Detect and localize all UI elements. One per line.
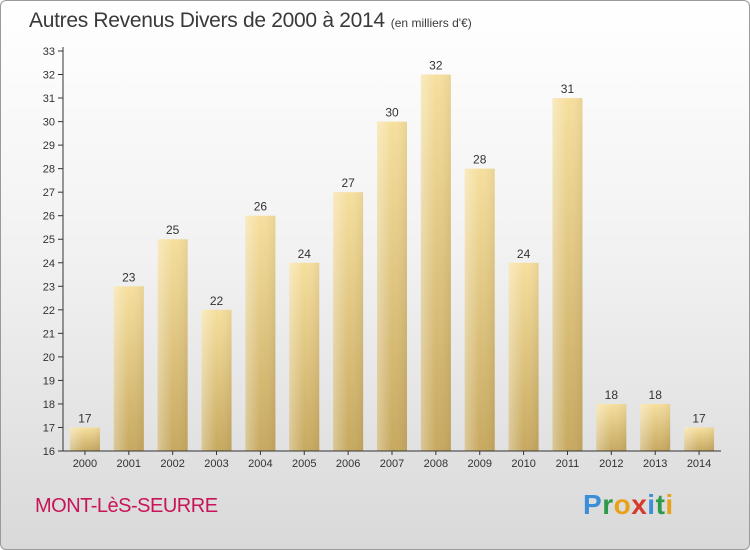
data-label: 26 (254, 200, 268, 214)
bar-shine (596, 403, 627, 451)
y-tick-label: 26 (43, 211, 55, 223)
bar-shine (69, 427, 100, 451)
x-tick-label: 2003 (204, 458, 228, 470)
data-label: 31 (561, 82, 575, 96)
bar-shine (377, 121, 407, 452)
x-tick-label: 2010 (511, 458, 535, 470)
data-label: 18 (605, 388, 619, 402)
bar-shine (157, 239, 188, 451)
bar-shine (201, 309, 232, 451)
x-tick-label: 2002 (160, 458, 184, 470)
logo-letter: t (655, 489, 666, 520)
chart-title-unit: (en milliers d'€) (390, 16, 472, 30)
data-label: 17 (78, 411, 92, 425)
bar-shine (245, 215, 276, 451)
data-label: 22 (210, 294, 224, 308)
y-tick-label: 20 (43, 352, 55, 364)
x-tick-label: 2004 (248, 458, 272, 470)
bar-shine (113, 286, 144, 451)
y-tick-label: 23 (43, 281, 55, 293)
y-tick-label: 27 (43, 187, 55, 199)
x-tick-label: 2006 (336, 458, 360, 470)
y-tick-label: 21 (43, 328, 55, 340)
y-tick-label: 28 (43, 164, 55, 176)
proxiti-logo: Proxiti (583, 489, 674, 521)
logo-letter: o (613, 489, 632, 520)
bar-shine (289, 262, 320, 451)
bar-shine (420, 74, 451, 451)
y-tick-label: 18 (43, 399, 55, 411)
data-label: 17 (692, 411, 706, 425)
x-tick-label: 2013 (643, 458, 667, 470)
bar-shine (684, 427, 715, 451)
chart-title: Autres Revenus Divers de 2000 à 2014 (en … (29, 9, 472, 33)
y-tick-label: 32 (43, 70, 55, 82)
x-tick-label: 2009 (467, 458, 491, 470)
data-label: 30 (385, 106, 399, 120)
x-tick-label: 2000 (73, 458, 97, 470)
logo-letter: i (647, 489, 656, 520)
y-tick-label: 19 (43, 375, 55, 387)
data-label: 18 (649, 388, 663, 402)
chart-title-main: Autres Revenus Divers de 2000 à 2014 (29, 9, 385, 32)
y-tick-label: 33 (43, 46, 55, 58)
bar-shine (508, 262, 539, 451)
bar-shine (333, 192, 364, 452)
y-tick-label: 17 (43, 422, 55, 434)
logo-letter: P (583, 489, 603, 520)
logo-letter: r (602, 489, 614, 520)
bar-shine (552, 98, 583, 451)
y-tick-label: 29 (43, 140, 55, 152)
data-label: 24 (517, 247, 531, 261)
x-tick-label: 2012 (599, 458, 623, 470)
bar-shine (464, 168, 495, 451)
logo-letter: x (631, 489, 648, 520)
y-tick-label: 25 (43, 234, 55, 246)
data-label: 28 (473, 153, 487, 167)
x-tick-label: 2007 (380, 458, 404, 470)
data-label: 24 (298, 247, 312, 261)
bar-shine (640, 403, 671, 451)
data-label: 32 (429, 59, 443, 73)
y-tick-label: 22 (43, 305, 55, 317)
data-label: 27 (341, 176, 355, 190)
y-tick-label: 30 (43, 117, 55, 129)
x-tick-label: 2005 (292, 458, 316, 470)
x-tick-label: 2011 (556, 458, 580, 470)
y-tick-label: 24 (43, 258, 55, 270)
location-name: MONT-LèS-SEURRE (35, 495, 218, 517)
x-tick-label: 2008 (424, 458, 448, 470)
y-tick-label: 31 (43, 93, 55, 105)
y-tick-label: 16 (43, 446, 55, 458)
logo-letter: i (665, 489, 674, 520)
x-tick-label: 2001 (117, 458, 141, 470)
x-tick-label: 2014 (687, 458, 711, 470)
data-label: 23 (122, 270, 136, 284)
data-label: 25 (166, 223, 180, 237)
